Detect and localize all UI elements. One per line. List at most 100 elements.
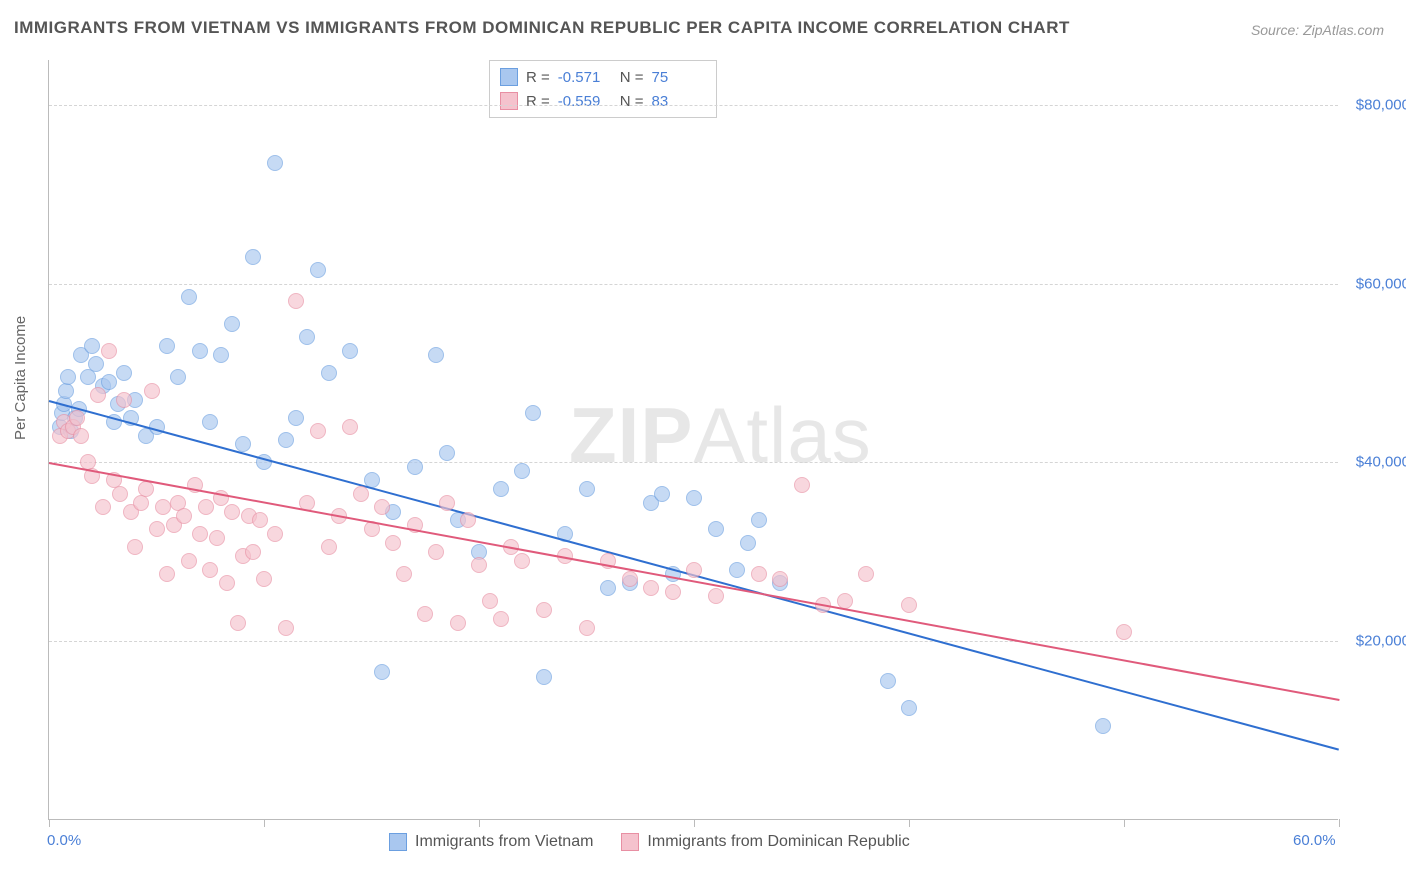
data-point: [181, 553, 197, 569]
data-point: [460, 512, 476, 528]
gridline: [49, 462, 1338, 463]
data-point: [181, 289, 197, 305]
data-point: [138, 481, 154, 497]
data-point: [708, 521, 724, 537]
data-point: [288, 293, 304, 309]
data-point: [127, 539, 143, 555]
x-tick: [694, 819, 695, 827]
data-point: [299, 329, 315, 345]
legend-item: Immigrants from Vietnam: [389, 833, 593, 851]
data-point: [192, 343, 208, 359]
watermark: ZIPAtlas: [569, 390, 872, 481]
data-point: [342, 343, 358, 359]
r-label: R =: [526, 93, 550, 110]
legend-label-dominican: Immigrants from Dominican Republic: [647, 833, 909, 851]
data-point: [80, 369, 96, 385]
data-point: [643, 580, 659, 596]
data-point: [202, 414, 218, 430]
data-point: [794, 477, 810, 493]
data-point: [245, 544, 261, 560]
data-point: [198, 499, 214, 515]
data-point: [310, 262, 326, 278]
r-value-vietnam: -0.571: [558, 69, 612, 86]
n-value-dominican: 83: [652, 93, 706, 110]
data-point: [536, 602, 552, 618]
data-point: [493, 611, 509, 627]
x-tick-label: 60.0%: [1293, 832, 1336, 849]
gridline: [49, 105, 1338, 106]
y-tick-label: $80,000: [1356, 96, 1406, 113]
data-point: [385, 535, 401, 551]
legend-swatch-vietnam: [500, 68, 518, 86]
data-point: [439, 445, 455, 461]
x-tick: [479, 819, 480, 827]
data-point: [1116, 624, 1132, 640]
data-point: [740, 535, 756, 551]
data-point: [514, 553, 530, 569]
data-point: [224, 316, 240, 332]
data-point: [901, 700, 917, 716]
data-point: [84, 338, 100, 354]
data-point: [88, 356, 104, 372]
n-label: N =: [620, 93, 644, 110]
data-point: [428, 347, 444, 363]
data-point: [267, 155, 283, 171]
data-point: [665, 584, 681, 600]
data-point: [579, 620, 595, 636]
n-label: N =: [620, 69, 644, 86]
data-point: [525, 405, 541, 421]
data-point: [654, 486, 670, 502]
data-point: [95, 499, 111, 515]
chart-title: IMMIGRANTS FROM VIETNAM VS IMMIGRANTS FR…: [14, 18, 1070, 38]
data-point: [224, 504, 240, 520]
data-point: [116, 392, 132, 408]
x-tick: [1339, 819, 1340, 827]
x-tick: [909, 819, 910, 827]
data-point: [407, 459, 423, 475]
data-point: [192, 526, 208, 542]
data-point: [219, 575, 235, 591]
data-point: [60, 369, 76, 385]
source-credit: Source: ZipAtlas.com: [1251, 22, 1384, 38]
data-point: [708, 588, 724, 604]
data-point: [600, 580, 616, 596]
data-point: [374, 664, 390, 680]
data-point: [450, 615, 466, 631]
x-tick: [264, 819, 265, 827]
data-point: [176, 508, 192, 524]
data-point: [579, 481, 595, 497]
legend-swatch-dominican: [500, 92, 518, 110]
data-point: [278, 432, 294, 448]
data-point: [751, 566, 767, 582]
data-point: [536, 669, 552, 685]
data-point: [112, 486, 128, 502]
data-point: [686, 562, 702, 578]
data-point: [278, 620, 294, 636]
data-point: [321, 539, 337, 555]
data-point: [144, 383, 160, 399]
data-point: [901, 597, 917, 613]
data-point: [252, 512, 268, 528]
legend-item: Immigrants from Dominican Republic: [621, 833, 909, 851]
data-point: [417, 606, 433, 622]
y-axis-label: Per Capita Income: [12, 316, 29, 440]
x-tick-label: 0.0%: [47, 832, 81, 849]
data-point: [230, 615, 246, 631]
r-label: R =: [526, 69, 550, 86]
data-point: [1095, 718, 1111, 734]
watermark-light: Atlas: [693, 391, 871, 479]
data-point: [772, 571, 788, 587]
data-point: [101, 374, 117, 390]
data-point: [686, 490, 702, 506]
data-point: [267, 526, 283, 542]
data-point: [209, 530, 225, 546]
data-point: [69, 410, 85, 426]
data-point: [321, 365, 337, 381]
y-tick-label: $40,000: [1356, 454, 1406, 471]
y-tick-label: $20,000: [1356, 633, 1406, 650]
data-point: [159, 566, 175, 582]
data-point: [170, 369, 186, 385]
gridline: [49, 641, 1338, 642]
data-point: [482, 593, 498, 609]
gridline: [49, 284, 1338, 285]
